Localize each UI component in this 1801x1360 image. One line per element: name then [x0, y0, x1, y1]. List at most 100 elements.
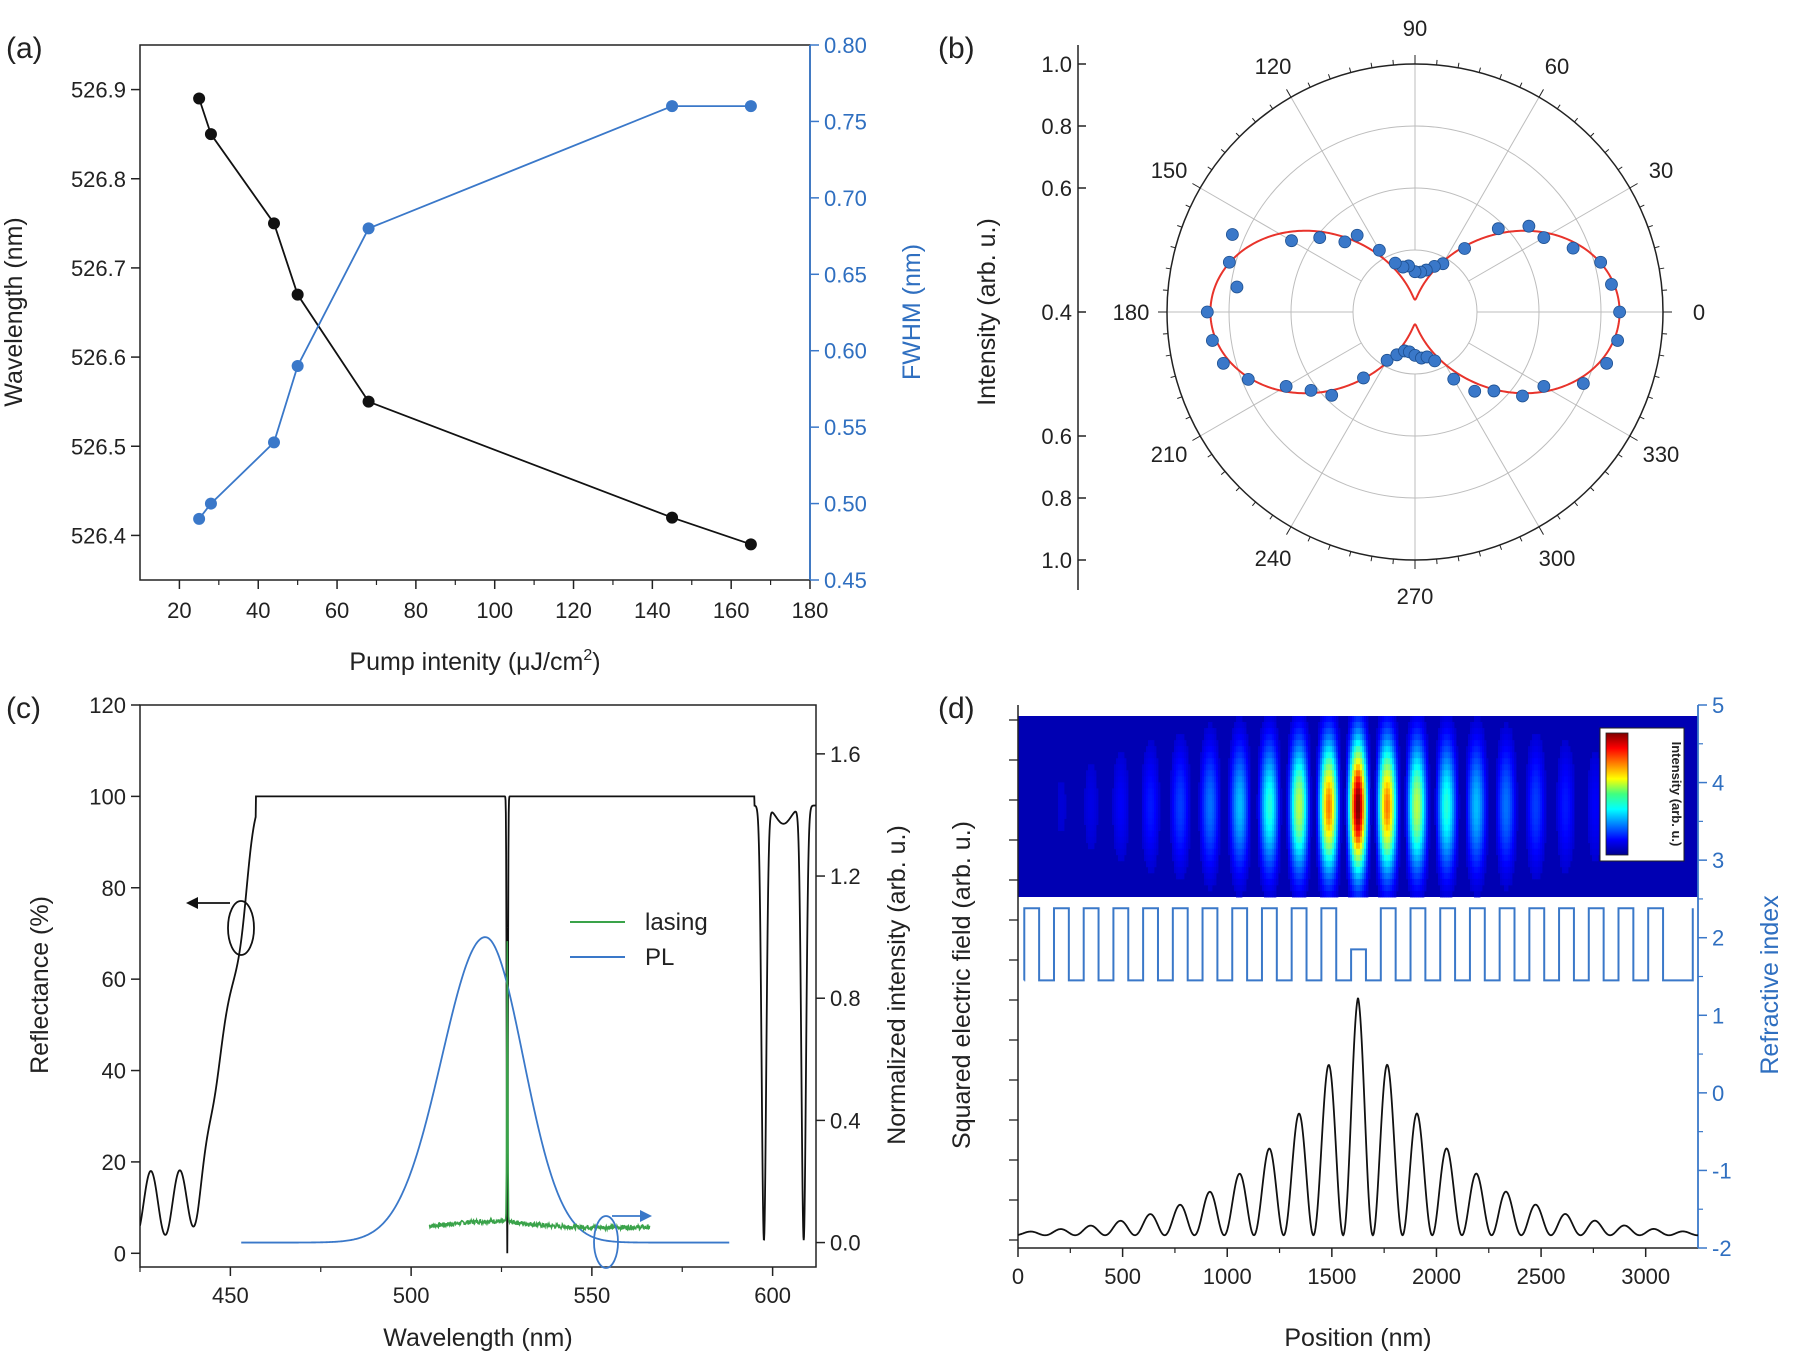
heatmap-cell — [1120, 836, 1123, 844]
heatmap-cell — [1316, 800, 1319, 807]
heatmap-cell — [1536, 758, 1539, 765]
heatmap-cell — [1202, 782, 1205, 789]
heatmap-cell — [1354, 758, 1357, 765]
heatmap-cell — [1090, 788, 1093, 795]
heatmap-cell — [1450, 728, 1453, 735]
heatmap-cell — [1502, 872, 1505, 880]
heatmap-cell — [1174, 860, 1177, 868]
a-ytick-label: 526.9 — [71, 78, 126, 103]
heatmap-cell — [1470, 818, 1473, 825]
heatmap-cell — [1178, 788, 1181, 795]
heatmap-cell — [1306, 788, 1309, 795]
heatmap-cell — [1206, 776, 1209, 783]
a-point-left — [666, 511, 679, 524]
heatmap-cell — [1290, 872, 1293, 880]
heatmap-cell — [1512, 794, 1515, 801]
heatmap-cell — [1366, 752, 1369, 759]
heatmap-cell — [1186, 758, 1189, 765]
heatmap-cell — [1422, 836, 1425, 844]
heatmap-cell — [1212, 872, 1215, 880]
heatmap-cell — [1528, 776, 1531, 783]
heatmap-cell — [1428, 836, 1431, 844]
heatmap-cell — [1416, 770, 1419, 777]
heatmap-cell — [1212, 782, 1215, 789]
d-ytick-right-label: 1 — [1712, 1003, 1724, 1028]
heatmap-cell — [1354, 752, 1357, 759]
heatmap-cell — [1540, 830, 1543, 838]
heatmap-cell — [1422, 716, 1425, 723]
heatmap-cell — [1446, 848, 1449, 856]
heatmap-cell — [1392, 788, 1395, 795]
heatmap-cell — [1362, 836, 1365, 844]
heatmap-cell — [1534, 842, 1537, 850]
heatmap-cell — [1422, 728, 1425, 735]
heatmap-cell — [1268, 884, 1271, 892]
heatmap-cell — [1394, 734, 1397, 741]
heatmap-cell — [1294, 860, 1297, 868]
heatmap-cell — [1200, 776, 1203, 783]
polar-ring-tick — [1192, 183, 1201, 189]
heatmap-cell — [1534, 818, 1537, 825]
heatmap-cell — [1482, 758, 1485, 765]
heatmap-cell — [1142, 836, 1145, 844]
heatmap-cell — [1366, 872, 1369, 880]
heatmap-cell — [1532, 836, 1535, 844]
heatmap-cell — [1200, 800, 1203, 807]
heatmap-cell — [1476, 782, 1479, 789]
heatmap-cell — [1512, 770, 1515, 777]
heatmap-cell — [1214, 812, 1217, 819]
heatmap-cell — [1478, 860, 1481, 868]
heatmap-cell — [1186, 764, 1189, 771]
heatmap-cell — [1320, 860, 1323, 868]
heatmap-cell — [1560, 776, 1563, 783]
heatmap-cell — [1422, 770, 1425, 777]
heatmap-cell — [1408, 806, 1411, 813]
heatmap-cell — [1478, 752, 1481, 759]
heatmap-cell — [1316, 848, 1319, 856]
heatmap-cell — [1146, 794, 1149, 801]
heatmap-cell — [1498, 812, 1501, 819]
heatmap-cell — [1510, 860, 1513, 868]
heatmap-cell — [1152, 800, 1155, 807]
heatmap-cell — [1440, 812, 1443, 819]
heatmap-cell — [1324, 860, 1327, 868]
heatmap-cell — [1362, 716, 1365, 723]
heatmap-cell — [1360, 764, 1363, 771]
heatmap-cell — [1352, 782, 1355, 789]
heatmap-cell — [1452, 884, 1455, 892]
heatmap-cell — [1208, 806, 1211, 813]
heatmap-cell — [1328, 764, 1331, 771]
heatmap-cell — [1352, 806, 1355, 813]
heatmap-cell — [1142, 830, 1145, 838]
heatmap-cell — [1118, 800, 1121, 807]
heatmap-cell — [1216, 740, 1219, 747]
heatmap-cell — [1406, 734, 1409, 741]
heatmap-cell — [1350, 848, 1353, 856]
heatmap-cell — [1188, 776, 1191, 783]
heatmap-cell — [1476, 722, 1479, 729]
heatmap-cell — [1118, 794, 1121, 801]
heatmap-cell — [1390, 758, 1393, 765]
heatmap-cell — [1502, 824, 1505, 832]
heatmap-cell — [1274, 812, 1277, 819]
heatmap-cell — [1426, 770, 1429, 777]
heatmap-cell — [1450, 866, 1453, 874]
heatmap-cell — [1414, 848, 1417, 856]
heatmap-cell — [1496, 818, 1499, 825]
heatmap-cell — [1290, 758, 1293, 765]
heatmap-cell — [1452, 752, 1455, 759]
heatmap-cell — [1502, 740, 1505, 747]
heatmap-cell — [1198, 806, 1201, 813]
heatmap-cell — [1376, 866, 1379, 874]
heatmap-cell — [1236, 770, 1239, 777]
heatmap-cell — [1116, 830, 1119, 838]
heatmap-cell — [1366, 794, 1369, 801]
heatmap-cell — [1084, 794, 1087, 801]
heatmap-cell — [1406, 806, 1409, 813]
heatmap-cell — [1294, 848, 1297, 856]
heatmap-cell — [1382, 872, 1385, 880]
heatmap-cell — [1568, 782, 1571, 789]
heatmap-cell — [1560, 806, 1563, 813]
heatmap-cell — [1404, 812, 1407, 819]
